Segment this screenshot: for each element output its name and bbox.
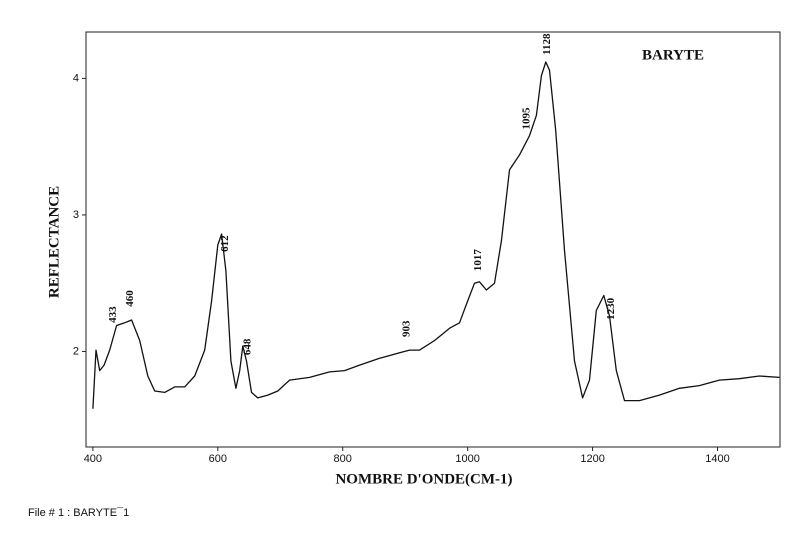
footer: File # 1 : BARYTE¯1 — [28, 507, 129, 519]
peak-label: 1017 — [472, 249, 484, 272]
plot-frame — [85, 31, 781, 448]
spectrum-line — [92, 61, 780, 409]
x-tick-label: 400 — [84, 453, 102, 465]
chart-title: BARYTE — [642, 47, 704, 63]
x-tick-label: 1400 — [705, 453, 729, 465]
peak-label: 1128 — [541, 33, 553, 55]
peak-label: 648 — [241, 338, 253, 355]
peak-label: 1230 — [605, 297, 617, 320]
peak-label: 903 — [401, 320, 413, 337]
x-tick-label: 1200 — [580, 453, 604, 465]
peak-label: 460 — [124, 290, 136, 307]
peak-label: 612 — [219, 235, 231, 252]
y-axis-label: REFLECTANCE — [46, 186, 62, 298]
x-tick-label: 1000 — [455, 453, 479, 465]
x-tick-label: 600 — [209, 453, 227, 465]
y-tick-label: 2 — [73, 345, 79, 357]
y-tick-label: 3 — [73, 209, 79, 221]
x-tick-label: 800 — [334, 453, 352, 465]
x-axis-label: NOMBRE D'ONDE(CM-1) — [335, 471, 512, 487]
peak-label: 433 — [107, 306, 119, 323]
peak-label: 1095 — [521, 107, 533, 129]
y-tick-label: 4 — [73, 72, 79, 84]
